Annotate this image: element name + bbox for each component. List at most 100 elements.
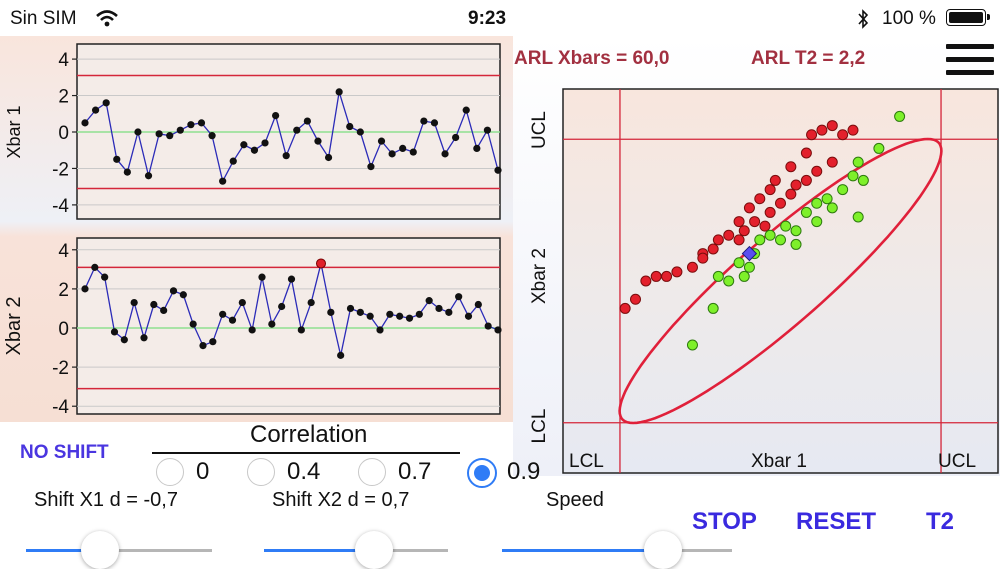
data-point — [386, 310, 394, 318]
red-point — [800, 174, 812, 186]
data-point — [462, 106, 470, 114]
slider-track — [26, 549, 212, 552]
scatter-plot-area — [562, 88, 999, 474]
correlation-radio-0[interactable] — [156, 458, 184, 486]
red-point — [764, 184, 776, 196]
scatter-chart: UCL LCL Xbar 2 LCL Xbar 1 UCL — [529, 88, 999, 474]
red-point — [743, 202, 755, 214]
green-point — [847, 170, 859, 182]
hamburger-menu-icon[interactable] — [944, 40, 996, 80]
slider-thumb[interactable] — [355, 531, 394, 569]
scatter-ylabel: Xbar 2 — [529, 248, 550, 304]
no-shift-button[interactable]: NO SHIFT — [20, 442, 109, 463]
data-point — [324, 153, 333, 162]
red-point — [754, 193, 766, 205]
green-point — [733, 257, 745, 269]
y-tick-label: 2 — [58, 87, 69, 108]
data-point — [219, 310, 227, 318]
series-line — [84, 91, 499, 184]
red-point — [826, 120, 838, 132]
stop-button[interactable]: STOP — [692, 508, 757, 535]
data-point — [452, 133, 460, 142]
data-point — [134, 128, 142, 136]
speed-slider[interactable] — [502, 530, 732, 569]
data-point — [356, 128, 364, 136]
data-point — [484, 322, 492, 330]
data-point — [494, 326, 502, 334]
green-point — [775, 234, 786, 246]
x-ucl-label: UCL — [938, 451, 976, 472]
green-point — [837, 184, 849, 196]
data-point — [189, 320, 197, 328]
reset-button[interactable]: RESET — [796, 508, 877, 535]
red-point — [619, 302, 631, 314]
green-point — [811, 197, 823, 209]
correlation-option-label: 0.9 — [507, 458, 541, 485]
red-point — [749, 216, 761, 228]
slider-fill — [264, 549, 375, 552]
red-point — [661, 270, 673, 282]
red-point — [837, 129, 849, 141]
green-point — [686, 339, 698, 351]
y-tick-label: -4 — [52, 196, 69, 217]
red-point — [723, 229, 735, 241]
data-point — [278, 302, 286, 311]
data-point — [150, 300, 158, 309]
red-point — [785, 188, 797, 200]
data-point — [208, 132, 216, 140]
red-point — [806, 129, 818, 141]
data-point — [160, 306, 168, 314]
green-point — [738, 270, 750, 282]
red-point — [764, 206, 776, 218]
data-point — [209, 338, 217, 346]
data-point — [120, 336, 128, 344]
red-point — [630, 293, 641, 305]
green-point — [894, 110, 906, 122]
data-point — [248, 326, 256, 334]
green-point — [780, 220, 792, 232]
data-point — [473, 144, 481, 152]
data-point — [272, 112, 280, 120]
shift-x1-slider[interactable] — [26, 530, 212, 569]
shift-x2-slider[interactable] — [264, 530, 448, 569]
data-point — [250, 146, 259, 154]
current-point — [741, 245, 758, 262]
data-point — [376, 326, 384, 334]
data-point — [101, 273, 109, 281]
data-point — [303, 117, 311, 125]
data-point — [396, 312, 404, 320]
data-point — [258, 273, 266, 281]
data-point — [367, 163, 375, 171]
correlation-radio-0.4[interactable] — [247, 458, 275, 486]
data-point — [123, 168, 131, 176]
data-point — [140, 334, 148, 342]
data-point — [282, 152, 290, 160]
data-point — [327, 308, 335, 316]
red-point — [697, 252, 709, 264]
correlation-radio-0.9[interactable] — [467, 458, 497, 488]
data-point — [155, 130, 163, 138]
data-point — [405, 314, 414, 322]
green-point — [743, 261, 755, 273]
data-point — [169, 287, 178, 295]
slider-thumb[interactable] — [81, 531, 120, 569]
data-point — [415, 310, 423, 318]
y-ucl-label: UCL — [529, 111, 550, 149]
battery-icon — [946, 9, 990, 26]
t2-button[interactable]: T2 — [926, 508, 955, 535]
red-point — [790, 179, 802, 191]
data-point — [268, 320, 276, 328]
data-point — [335, 88, 343, 96]
green-point — [707, 302, 719, 314]
green-point — [790, 238, 802, 250]
shift-x1-label: Shift X1 d = -0,7 — [34, 489, 178, 511]
slider-thumb[interactable] — [644, 531, 682, 569]
green-point — [873, 142, 885, 154]
y-tick-label: 4 — [58, 50, 69, 71]
data-point — [240, 141, 248, 149]
red-point — [800, 147, 812, 159]
correlation-radio-0.7[interactable] — [358, 458, 386, 486]
red-point — [650, 270, 662, 282]
green-point — [754, 234, 766, 246]
y-tick-label: -4 — [52, 397, 69, 418]
